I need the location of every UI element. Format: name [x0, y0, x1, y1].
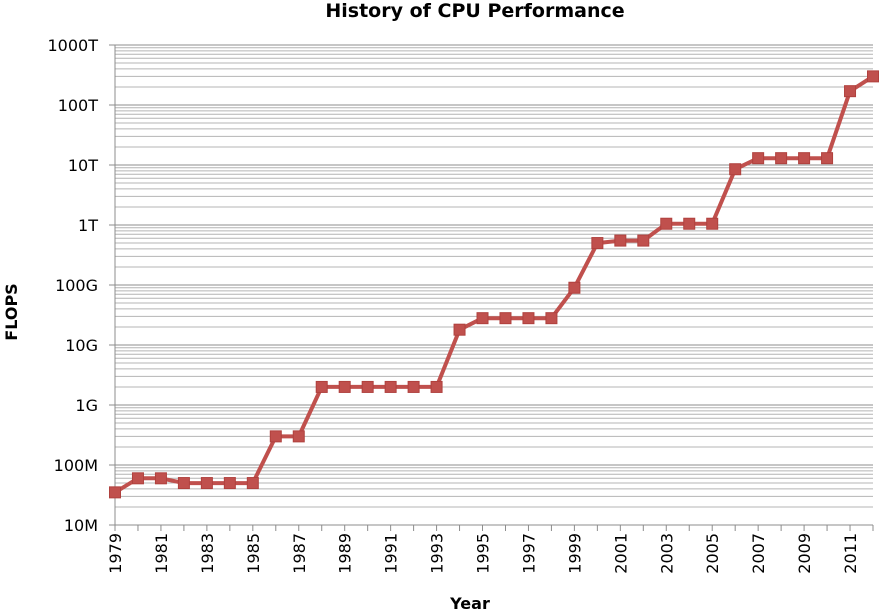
data-point [407, 380, 420, 393]
x-tick-label: 1979 [106, 533, 125, 574]
y-tick-label: 10M [64, 516, 98, 535]
x-tick-label: 2003 [657, 533, 676, 574]
data-point [867, 70, 879, 83]
x-tick-label: 1985 [244, 533, 263, 574]
x-axis-tick-labels: 1979 1981 1983 1985 1987 1989 1991 1993 1995 1997… [106, 533, 860, 574]
data-point [614, 234, 627, 247]
x-tick-label: 1981 [152, 533, 171, 574]
y-tick-label: 1G [75, 396, 98, 415]
data-point [131, 472, 144, 485]
data-point [706, 217, 719, 230]
y-axis-tick-labels: 10M 100M 1G 10G 100G 1T 10T 100T 1000T [48, 36, 99, 535]
data-point [545, 312, 558, 325]
data-point [821, 152, 834, 165]
x-tick-label: 1995 [474, 533, 493, 574]
x-tick-label: 1987 [290, 533, 309, 574]
y-tick-label: 100M [54, 456, 98, 475]
x-tick-label: 1989 [336, 533, 355, 574]
chart-title: History of CPU Performance [325, 0, 624, 22]
x-tick-label: 1991 [382, 533, 401, 574]
x-tick-label: 1983 [198, 533, 217, 574]
data-point [476, 312, 489, 325]
x-tick-label: 2005 [703, 533, 722, 574]
y-tick-label: 100G [55, 276, 98, 295]
x-axis-title: Year [449, 594, 490, 613]
data-point [200, 477, 213, 490]
data-point [844, 85, 857, 98]
data-point [384, 380, 397, 393]
y-tick-label: 100T [58, 96, 99, 115]
y-tick-label: 10G [65, 336, 98, 355]
data-point [660, 217, 673, 230]
data-point [729, 163, 742, 176]
data-point [154, 472, 167, 485]
y-axis-title: FLOPS [2, 283, 21, 340]
data-point [430, 380, 443, 393]
x-tick-label: 1993 [428, 533, 447, 574]
data-point [798, 152, 811, 165]
y-tick-label: 10T [68, 156, 98, 175]
data-point [453, 323, 466, 336]
x-tick-label: 2009 [795, 533, 814, 574]
data-point [338, 380, 351, 393]
y-tick-label: 1T [78, 216, 98, 235]
data-point [683, 217, 696, 230]
data-point [109, 486, 121, 499]
data-point [752, 152, 765, 165]
x-tick-label: 1997 [519, 533, 538, 574]
x-tick-label: 2011 [841, 533, 860, 574]
x-tick-label: 1999 [565, 533, 584, 574]
series-line [113, 74, 875, 495]
data-point [269, 430, 282, 443]
data-point [361, 380, 374, 393]
axes [109, 44, 874, 531]
data-point [292, 430, 305, 443]
data-point [177, 477, 190, 490]
y-tick-label: 1000T [48, 36, 99, 55]
data-point [522, 312, 535, 325]
data-point [775, 152, 788, 165]
x-tick-label: 2007 [749, 533, 768, 574]
data-point [568, 281, 581, 294]
data-point [499, 312, 512, 325]
x-tick-label: 2001 [611, 533, 630, 574]
data-point [315, 380, 328, 393]
data-point [637, 234, 650, 247]
data-point [591, 237, 604, 250]
data-point [223, 477, 236, 490]
data-point [246, 477, 259, 490]
series [109, 70, 879, 499]
grid [115, 44, 873, 526]
